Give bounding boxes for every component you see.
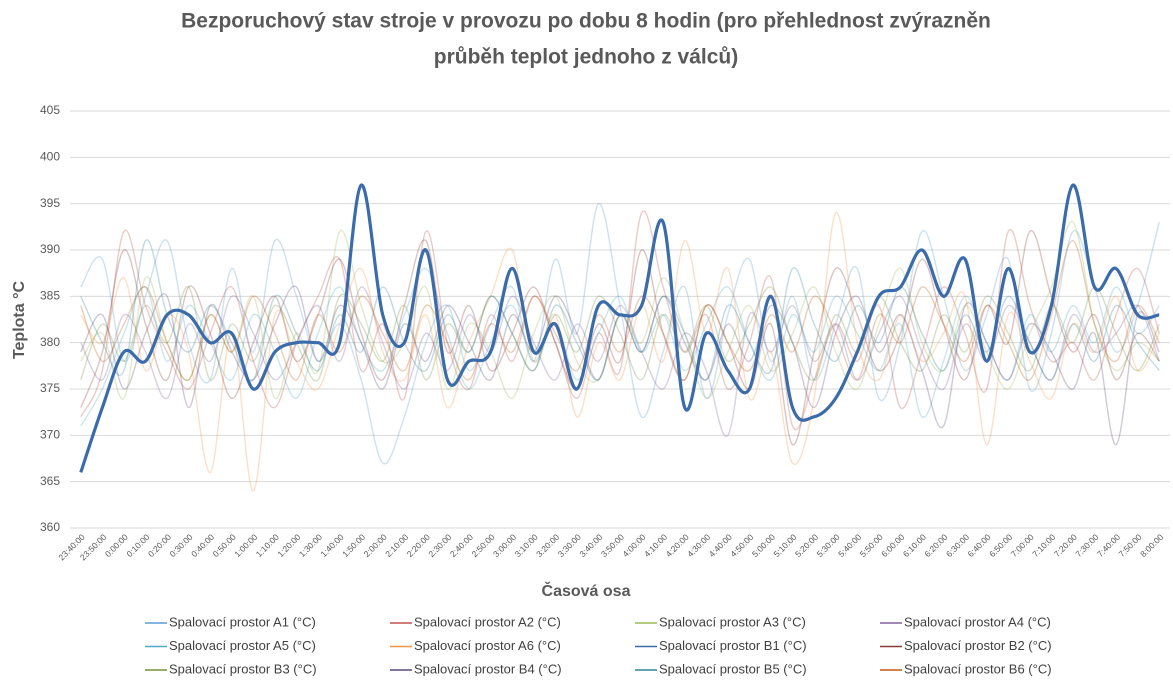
y-tick-label: 395 bbox=[40, 196, 60, 210]
y-tick-label: 365 bbox=[40, 474, 60, 488]
legend-label: Spalovací prostor B1 (°C) bbox=[659, 638, 807, 653]
series-line bbox=[80, 286, 1160, 437]
series-line bbox=[80, 210, 1160, 431]
x-tick-label: 8:00:00 bbox=[1138, 532, 1165, 559]
series-line bbox=[80, 285, 1160, 446]
x-axis-title: Časová osa bbox=[542, 581, 631, 600]
y-tick-label: 390 bbox=[40, 242, 60, 256]
y-tick-label: 375 bbox=[40, 381, 60, 395]
legend-label: Spalovací prostor B3 (°C) bbox=[169, 661, 317, 676]
y-tick-label: 405 bbox=[40, 103, 60, 117]
series-line bbox=[80, 230, 1160, 446]
series-line bbox=[80, 240, 1160, 381]
y-tick-label: 380 bbox=[40, 335, 60, 349]
y-tick-label: 400 bbox=[40, 150, 60, 164]
legend-label: Spalovací prostor A4 (°C) bbox=[904, 614, 1051, 629]
legend-label: Spalovací prostor A2 (°C) bbox=[414, 614, 561, 629]
series-line bbox=[80, 239, 1160, 382]
chart-title: Bezporuchový stav stroje v provozu po do… bbox=[181, 10, 991, 33]
series-line bbox=[80, 267, 1160, 427]
legend-label: Spalovací prostor B4 (°C) bbox=[414, 661, 562, 676]
y-axis-title: Teplota °C bbox=[11, 281, 28, 360]
series-line bbox=[79, 183, 1160, 473]
legend-label: Spalovací prostor B2 (°C) bbox=[904, 638, 1052, 653]
chart-title: průběh teplot jednoho z válců) bbox=[434, 46, 739, 69]
y-tick-label: 370 bbox=[40, 428, 60, 442]
legend-label: Spalovací prostor A5 (°C) bbox=[169, 638, 316, 653]
legend-label: Spalovací prostor B5 (°C) bbox=[659, 661, 807, 676]
series-line bbox=[80, 221, 1160, 400]
y-tick-label: 385 bbox=[40, 289, 60, 303]
y-tick-label: 360 bbox=[40, 520, 60, 534]
legend-label: Spalovací prostor A3 (°C) bbox=[659, 614, 806, 629]
legend-label: Spalovací prostor A6 (°C) bbox=[414, 638, 561, 653]
legend-label: Spalovací prostor A1 (°C) bbox=[169, 614, 316, 629]
legend-label: Spalovací prostor B6 (°C) bbox=[904, 661, 1052, 676]
series-line bbox=[80, 212, 1160, 492]
